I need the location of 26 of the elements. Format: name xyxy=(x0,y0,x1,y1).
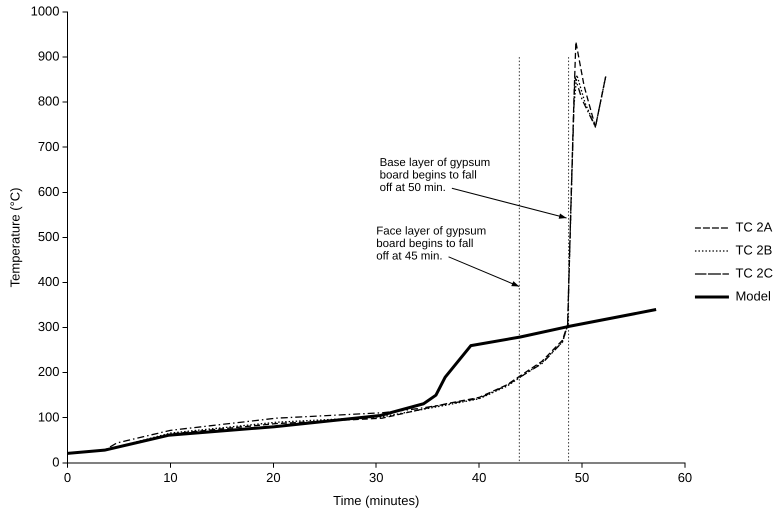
x-tick-label: 50 xyxy=(574,470,590,486)
x-tick-label: 0 xyxy=(64,470,72,486)
y-tick-label: 800 xyxy=(38,94,60,109)
y-tick-label: 900 xyxy=(38,48,60,64)
y-tick-label: 1000 xyxy=(30,4,60,19)
y-axis-title: Temperature (°C) xyxy=(7,187,22,288)
y-tick-label: 300 xyxy=(38,319,60,334)
annotation: Face layer of gypsum board begins to fall off at 45 min. xyxy=(376,225,486,262)
legend-label: TC 2A xyxy=(735,220,773,235)
x-tick-label: 60 xyxy=(678,470,692,486)
y-tick-label: 600 xyxy=(38,184,60,199)
x-tick-label: 10 xyxy=(163,470,178,486)
y-tick-label: 0 xyxy=(52,454,60,470)
x-tick-label: 20 xyxy=(266,470,281,486)
y-tick-label: 200 xyxy=(38,364,60,380)
annotation: Base layer of gypsum board begins to fall off at 50 min. xyxy=(380,156,490,194)
y-tick-label: 700 xyxy=(38,138,60,154)
legend-label: Model xyxy=(735,288,771,304)
legend-label: TC 2B xyxy=(735,242,772,258)
legend-label: TC 2C xyxy=(735,266,774,281)
y-tick-label: 100 xyxy=(38,409,60,424)
x-axis-title: Time (minutes) xyxy=(333,492,420,508)
x-tick-label: 40 xyxy=(472,470,486,486)
y-tick-label: 500 xyxy=(38,228,60,244)
x-tick-label: 30 xyxy=(368,470,384,486)
y-tick-label: 400 xyxy=(38,274,60,290)
